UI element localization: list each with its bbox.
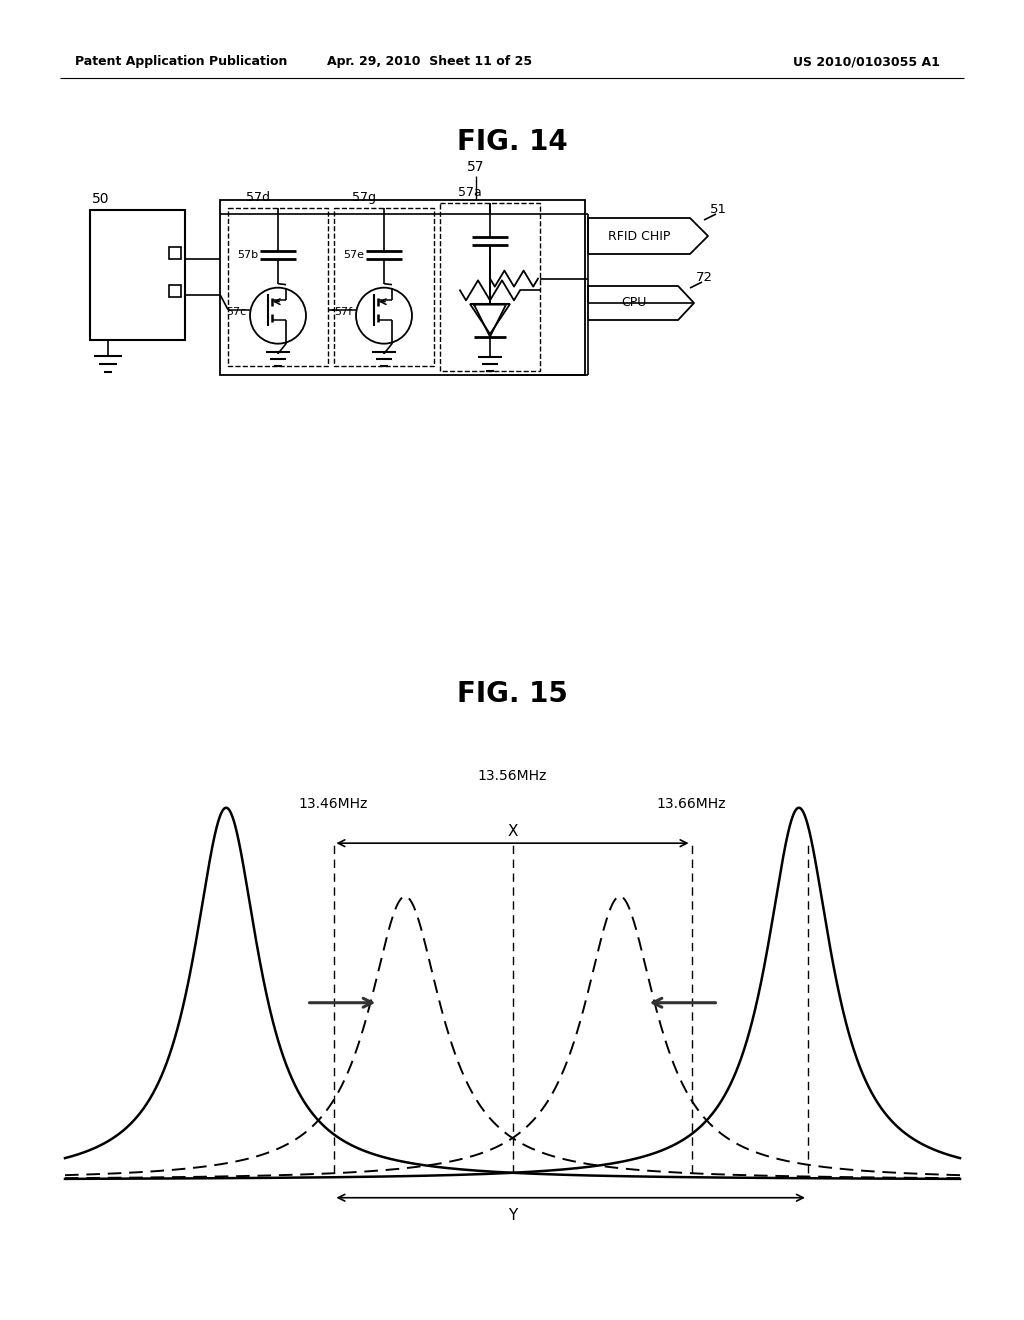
Text: FIG. 14: FIG. 14 [457, 128, 567, 156]
Bar [90, 210, 185, 341]
Text: 57: 57 [467, 160, 484, 174]
Text: Apr. 29, 2010  Sheet 11 of 25: Apr. 29, 2010 Sheet 11 of 25 [328, 55, 532, 69]
Text: Y: Y [508, 1208, 517, 1222]
Text: 57b: 57b [237, 249, 258, 260]
Text: 13.56MHz: 13.56MHz [478, 770, 547, 783]
Text: 13.66MHz: 13.66MHz [656, 797, 726, 812]
Bar [169, 285, 181, 297]
Text: 51: 51 [710, 203, 727, 216]
Text: US 2010/0103055 A1: US 2010/0103055 A1 [794, 55, 940, 69]
Text: 57c: 57c [225, 306, 246, 317]
Bar [228, 209, 328, 366]
Text: 57d: 57d [246, 191, 270, 205]
Text: 57e: 57e [343, 249, 364, 260]
Text: 57g: 57g [352, 191, 376, 205]
Text: 72: 72 [696, 271, 713, 284]
Text: RFID CHIP: RFID CHIP [608, 230, 671, 243]
Bar [440, 203, 540, 371]
Text: 57f: 57f [334, 306, 352, 317]
Bar [169, 247, 181, 259]
Bar [334, 209, 434, 366]
Text: 13.46MHz: 13.46MHz [299, 797, 369, 812]
Text: X: X [507, 824, 518, 840]
Text: CPU: CPU [621, 297, 646, 309]
Bar [220, 201, 585, 375]
Text: 57a: 57a [458, 186, 482, 199]
Text: FIG. 15: FIG. 15 [457, 680, 567, 708]
Text: Patent Application Publication: Patent Application Publication [75, 55, 288, 69]
Text: 50: 50 [92, 191, 110, 206]
